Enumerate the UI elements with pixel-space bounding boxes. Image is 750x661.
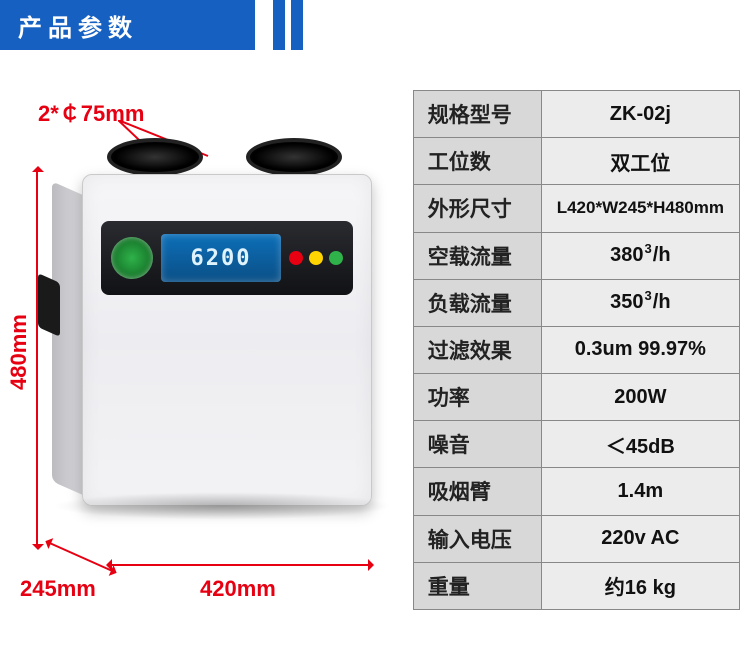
table-row: 空载流量3803/h — [413, 232, 739, 279]
control-panel: 6200 — [101, 221, 353, 295]
section-header: 产品参数 — [0, 0, 750, 50]
table-row: 过滤效果0.3um 99.97% — [413, 326, 739, 373]
digital-display: 6200 — [161, 234, 281, 282]
yellow-button-icon — [309, 251, 323, 265]
spec-value: 约16 kg — [541, 562, 739, 609]
header-accent-bar — [273, 0, 285, 50]
spec-label: 负载流量 — [413, 279, 541, 326]
brand-badge-icon — [111, 237, 153, 279]
height-dimension-arrow — [36, 170, 38, 546]
width-dimension-label: 420mm — [200, 576, 276, 602]
table-row: 负载流量3503/h — [413, 279, 739, 326]
suction-port-icon — [246, 138, 342, 176]
spec-label: 重量 — [413, 562, 541, 609]
spec-value: 3803/h — [541, 232, 739, 279]
suction-port-icon — [107, 138, 203, 176]
spec-value: 1.4m — [541, 468, 739, 515]
green-button-icon — [329, 251, 343, 265]
product-illustration: 2*￠75mm 480mm 6200 — [10, 90, 407, 610]
spec-value: 200W — [541, 374, 739, 421]
device-body: 6200 — [82, 174, 372, 506]
table-row: 重量约16 kg — [413, 562, 739, 609]
table-row: 噪音＜45dB — [413, 421, 739, 468]
spec-value: ＜45dB — [541, 421, 739, 468]
spec-value: L420*W245*H480mm — [541, 185, 739, 232]
table-row: 吸烟臂1.4m — [413, 468, 739, 515]
table-row: 功率200W — [413, 374, 739, 421]
table-row: 输入电压220v AC — [413, 515, 739, 562]
height-dimension-label: 480mm — [6, 314, 32, 390]
spec-value: 220v AC — [541, 515, 739, 562]
spec-label: 外形尺寸 — [413, 185, 541, 232]
spec-label: 功率 — [413, 374, 541, 421]
spec-label: 空载流量 — [413, 232, 541, 279]
port-dimension-label: 2*￠75mm — [38, 96, 144, 128]
spec-value: ZK-02j — [541, 91, 739, 138]
spec-value: 3503/h — [541, 279, 739, 326]
section-title: 产品参数 — [0, 0, 255, 50]
spec-label: 输入电压 — [413, 515, 541, 562]
red-button-icon — [289, 251, 303, 265]
spec-label: 规格型号 — [413, 91, 541, 138]
spec-table: 规格型号ZK-02j工位数双工位外形尺寸L420*W245*H480mm空载流量… — [413, 90, 740, 610]
table-row: 外形尺寸L420*W245*H480mm — [413, 185, 739, 232]
device-side-panel — [52, 181, 82, 494]
header-spacer — [255, 0, 273, 50]
spec-label: 工位数 — [413, 138, 541, 185]
table-row: 工位数双工位 — [413, 138, 739, 185]
shadow — [52, 492, 392, 520]
header-accent-bar — [291, 0, 303, 50]
device-drawing: 6200 — [82, 148, 372, 508]
spec-value: 0.3um 99.97% — [541, 326, 739, 373]
spec-value: 双工位 — [541, 138, 739, 185]
spec-label: 噪音 — [413, 421, 541, 468]
device-ports — [82, 134, 372, 176]
spec-label: 吸烟臂 — [413, 468, 541, 515]
depth-dimension-label: 245mm — [20, 576, 96, 602]
device-handle — [38, 273, 60, 337]
width-dimension-arrow — [110, 564, 370, 566]
table-row: 规格型号ZK-02j — [413, 91, 739, 138]
control-buttons — [289, 251, 343, 265]
spec-label: 过滤效果 — [413, 326, 541, 373]
main-content: 2*￠75mm 480mm 6200 — [0, 90, 750, 610]
